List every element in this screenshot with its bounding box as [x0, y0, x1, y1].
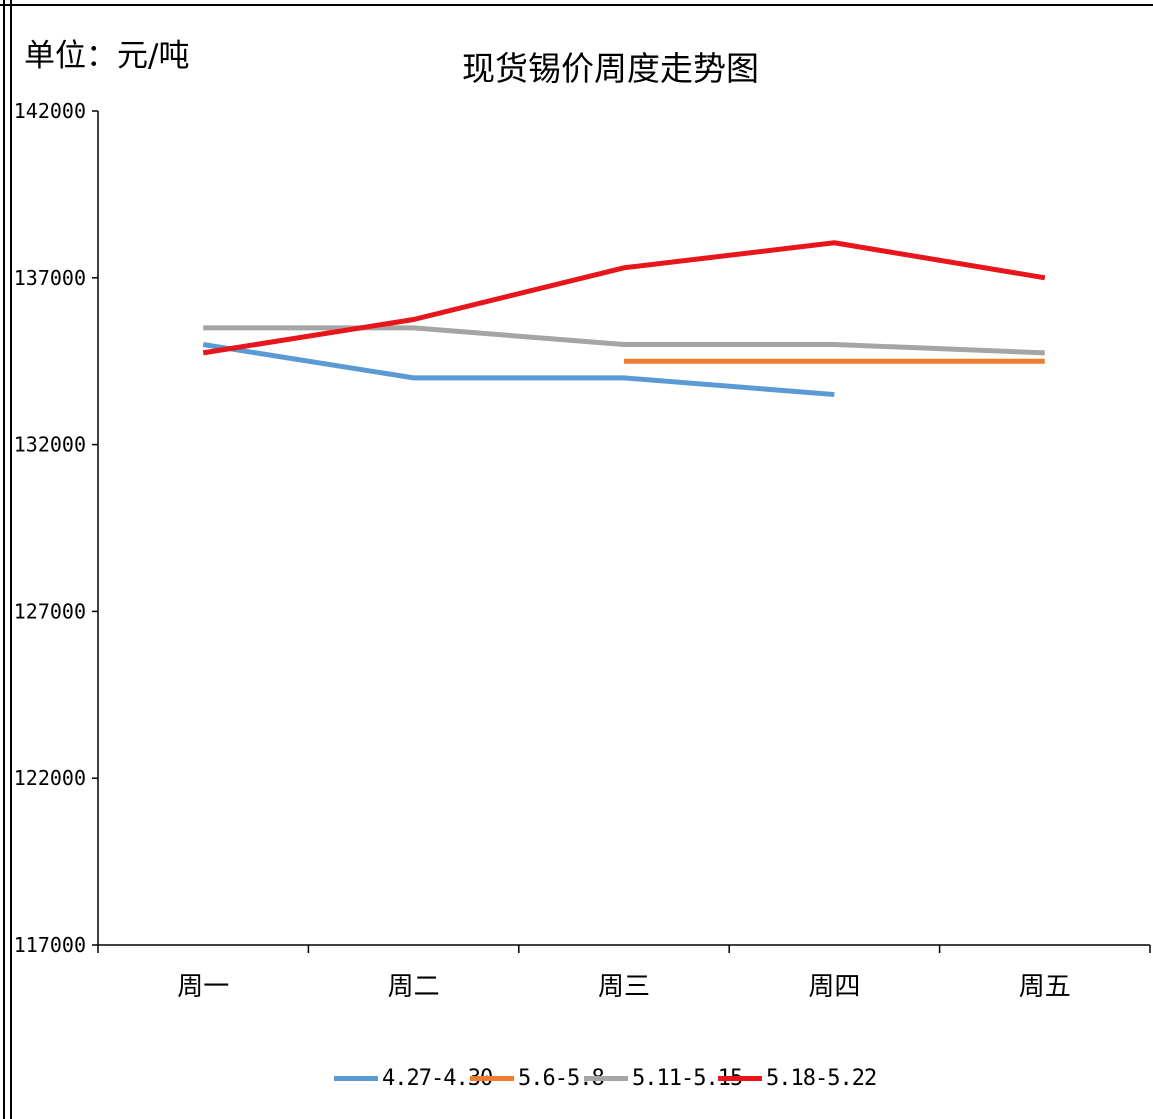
legend-swatch — [334, 1075, 378, 1081]
legend-swatch — [470, 1075, 514, 1081]
window-frame-top — [0, 4, 1153, 6]
series-line-5.18-5.22 — [202, 240, 1046, 356]
series-line-5.11-5.15 — [203, 325, 1045, 356]
y-tick-label: 117000 — [14, 933, 86, 957]
y-tick-label: 142000 — [14, 99, 86, 123]
unit-label: 单位：元/吨 — [24, 38, 190, 74]
x-axis-ticks: 周一 周二 周三 周四 周五 — [97, 945, 1151, 1002]
y-tick-label: 137000 — [14, 266, 86, 290]
chart-axes — [97, 111, 1150, 946]
y-tick-label: 132000 — [14, 433, 86, 457]
y-axis-ticks: 142000 137000 132000 127000 122000 117000 — [14, 99, 98, 957]
y-tick-label: 127000 — [14, 599, 86, 623]
legend-label: 5.18-5.22 — [766, 1065, 877, 1091]
legend-swatch — [718, 1075, 762, 1081]
series-lines — [202, 240, 1046, 398]
legend: 4.27-4.30 5.6-5.8 5.11-5.15 5.18-5.22 — [0, 1058, 1153, 1098]
y-tick-label: 122000 — [14, 766, 86, 790]
series-line-4.27-4.30 — [202, 342, 835, 398]
x-tick-label: 周二 — [388, 972, 440, 1002]
x-tick-label: 周一 — [177, 972, 229, 1002]
legend-item: 4.27-4.30 — [334, 1058, 493, 1098]
legend-item: 5.18-5.22 — [718, 1058, 877, 1098]
x-tick-label: 周四 — [808, 972, 860, 1002]
x-tick-label: 周三 — [598, 972, 650, 1002]
window-frame-left — [3, 0, 12, 1119]
legend-swatch — [584, 1075, 628, 1081]
chart-title: 现货锡价周度走势图 — [462, 49, 759, 88]
x-tick-label: 周五 — [1019, 972, 1071, 1002]
